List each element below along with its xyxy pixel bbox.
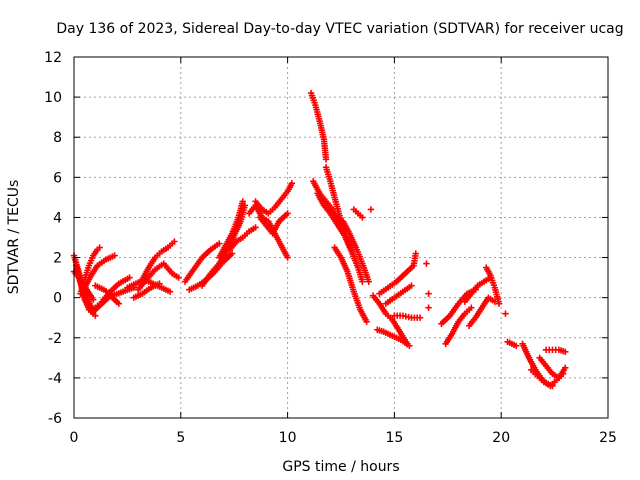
data-point xyxy=(126,274,133,281)
y-tick-label: -2 xyxy=(48,331,62,347)
x-tick-label: 10 xyxy=(279,430,297,446)
data-point xyxy=(416,314,424,321)
y-tick-label: 4 xyxy=(53,210,62,226)
data-point xyxy=(562,364,569,372)
data-points xyxy=(70,89,569,390)
data-point xyxy=(284,210,291,217)
data-point xyxy=(175,274,182,281)
data-point xyxy=(359,214,366,221)
data-point xyxy=(156,280,163,287)
data-point xyxy=(239,198,246,205)
data-point xyxy=(562,348,569,356)
chart-title: Day 136 of 2023, Sidereal Day-to-day VTE… xyxy=(56,21,623,37)
y-tick-label: 0 xyxy=(53,291,62,307)
data-point xyxy=(228,250,236,257)
y-tick-label: 10 xyxy=(44,90,62,106)
data-point xyxy=(425,290,432,297)
data-point xyxy=(166,288,174,295)
plot-frame xyxy=(73,56,609,419)
y-tick-label: -4 xyxy=(48,371,62,387)
data-point xyxy=(425,304,432,311)
data-point xyxy=(111,252,118,259)
x-tick-label: 0 xyxy=(70,430,79,446)
data-point xyxy=(288,180,296,187)
data-point xyxy=(322,156,330,163)
data-point xyxy=(363,318,370,325)
data-point xyxy=(92,312,99,319)
data-point xyxy=(512,342,520,349)
y-tick-label: -6 xyxy=(48,411,62,427)
data-point xyxy=(252,224,259,231)
data-point xyxy=(406,342,413,349)
data-point xyxy=(495,300,503,307)
data-point xyxy=(359,278,366,285)
data-point xyxy=(115,300,123,307)
data-point xyxy=(367,206,375,213)
data-point xyxy=(216,240,223,247)
data-point xyxy=(423,260,430,267)
data-point xyxy=(339,230,347,237)
x-axis-label: GPS time / hours xyxy=(282,459,399,475)
data-point xyxy=(468,304,475,311)
y-axis-label: SDTVAR / TECUs xyxy=(6,180,22,295)
data-point xyxy=(171,238,178,245)
grid-lines xyxy=(74,57,608,418)
x-tick-label: 5 xyxy=(176,430,185,446)
data-point xyxy=(90,296,97,303)
y-tick-label: 2 xyxy=(53,251,62,267)
data-point xyxy=(284,254,291,261)
y-tick-label: 8 xyxy=(53,130,62,146)
data-point xyxy=(408,282,415,289)
axis-ticks: 0 5 10 15 20 25 -6 -4 -2 0 2 4 6 8 10 12 xyxy=(44,50,617,446)
data-point xyxy=(412,250,419,257)
x-tick-label: 20 xyxy=(492,430,510,446)
x-tick-label: 25 xyxy=(599,430,617,446)
data-point xyxy=(94,302,101,309)
data-point xyxy=(96,244,103,251)
data-point xyxy=(365,278,372,285)
data-point xyxy=(502,310,509,317)
y-tick-label: 6 xyxy=(53,170,62,186)
x-tick-label: 15 xyxy=(385,430,403,446)
y-tick-label: 12 xyxy=(44,50,62,66)
